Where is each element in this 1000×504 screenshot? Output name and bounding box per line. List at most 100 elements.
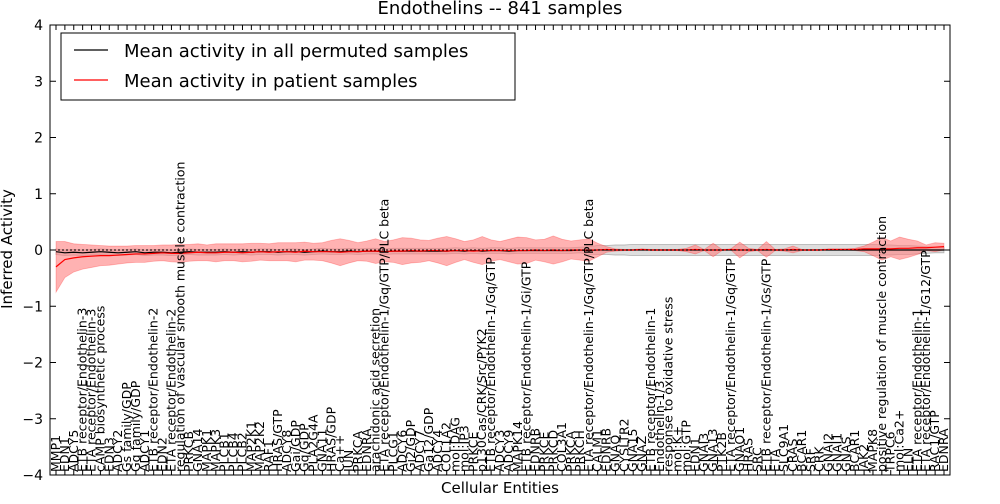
x-tick-label: ETA receptor/Endothelin-1/Gq/GTP/PLC bet… bbox=[377, 199, 392, 472]
x-tick-label: GNA14 bbox=[190, 428, 205, 472]
x-tick-label: RAF1 bbox=[261, 440, 276, 472]
x-tick-label: ETA receptor/Endothelin-1/G12/GTP bbox=[918, 250, 933, 472]
x-tick-label: SLC9A1 bbox=[776, 424, 791, 472]
x-tick-label: ETA receptor/Endothelin-2 bbox=[163, 309, 178, 472]
legend-label-permuted: Mean activity in all permuted samples bbox=[124, 41, 468, 62]
chart-title: Endothelins -- 841 samples bbox=[378, 0, 623, 19]
x-tick-label: EDNRA bbox=[359, 428, 374, 472]
x-tick-label: Gai/GDP bbox=[288, 420, 303, 472]
x-tick-label: PRKCD bbox=[545, 430, 560, 472]
x-tick-label: JAK2 bbox=[856, 444, 871, 473]
x-tick-label: MAP2K2 bbox=[252, 421, 267, 472]
x-tick-label: mol:Ca2+ bbox=[892, 410, 907, 472]
x-tick-label: PLCB1 bbox=[217, 432, 232, 472]
x-tick-label: ETA receptor/Endothelin-1 bbox=[909, 309, 924, 472]
x-tick-label: Ca++ bbox=[332, 435, 347, 472]
x-tick-label: HRAS/GDP bbox=[323, 406, 338, 472]
x-tick-label: p130Cas/CRK/Src/PYK2 bbox=[474, 328, 489, 472]
x-tick-label: EDN2 bbox=[155, 437, 170, 472]
x-tick-label: ADCY1 bbox=[137, 430, 152, 472]
y-axis-label: Inferred Activity bbox=[0, 189, 16, 309]
x-tick-label: COL3A1 bbox=[554, 422, 569, 472]
x-tick-label: mol:DAG bbox=[448, 417, 463, 472]
x-tick-label: PRKCA bbox=[350, 431, 365, 472]
x-tick-label: EDN1 bbox=[57, 437, 72, 472]
x-tick-label: ETB receptor/Endothelin-1/Gs/GTP bbox=[758, 258, 773, 472]
x-tick-label: RAC1/GTP bbox=[927, 410, 942, 472]
x-tick-label: ETA receptor/Endothelin-3 bbox=[84, 309, 99, 472]
x-tick-label: ETB receptor/Endothelin-1/Gi/GTP bbox=[519, 261, 534, 472]
x-tick-label: mol:IP3 bbox=[456, 425, 471, 472]
x-tick-label: MAPK3 bbox=[208, 429, 223, 472]
x-tick-label: ADCY6 bbox=[394, 430, 409, 472]
x-tick-label: ADCY4 bbox=[430, 430, 445, 472]
x-tick-label: PRKCB bbox=[181, 431, 196, 472]
x-tick-label: PLA2G4A bbox=[306, 414, 321, 472]
x-tick-label: GNAI1 bbox=[829, 433, 844, 472]
x-tick-label: Gs family/GDP bbox=[119, 382, 134, 472]
x-tick-label: EDNRB bbox=[599, 428, 614, 472]
x-tick-label: GNAQ bbox=[607, 435, 622, 472]
x-tick-label: Gi2/GDP bbox=[403, 419, 418, 472]
y-tick-label: −4 bbox=[22, 468, 43, 484]
x-tick-label: JUN bbox=[341, 450, 356, 473]
legend-label-patient: Mean activity in patient samples bbox=[124, 71, 418, 92]
x-tick-label: CRK bbox=[812, 446, 827, 472]
x-tick-label: PRKCA bbox=[563, 431, 578, 472]
x-tick-label: ADCY7 bbox=[412, 430, 427, 472]
x-tick-label: Gq family/GDP bbox=[128, 380, 143, 472]
x-tick-label: MAPK14 bbox=[510, 421, 525, 472]
x-tick-label: arachidonic acid secretion bbox=[368, 308, 383, 472]
x-tick-label: TRPC6 bbox=[883, 431, 898, 473]
x-tick-label: MAPK1 bbox=[199, 429, 214, 472]
x-tick-label: EDNRA bbox=[936, 428, 951, 472]
y-tick-label: −3 bbox=[22, 412, 43, 428]
x-tick-label: Ga12/GDP bbox=[421, 407, 436, 472]
y-tick-label: 0 bbox=[34, 243, 43, 259]
x-tick-label: ADCY2 bbox=[110, 430, 125, 472]
x-tick-label: GNAI2 bbox=[821, 433, 836, 472]
y-tick-label: −1 bbox=[22, 299, 43, 315]
y-axis: −4 −3 −2 −1 0 1 2 3 4 bbox=[22, 18, 950, 484]
x-tick-label: GNAO1 bbox=[732, 427, 747, 472]
x-tick-label: PLCB4 bbox=[226, 432, 241, 472]
x-tick-label: GNA11 bbox=[314, 429, 329, 473]
x-tick-label: ETB receptor/Endothelin-1/Gq/GTP bbox=[483, 257, 498, 472]
x-tick-label: ETA receptor/Endothelin-1/Gq/GTP bbox=[723, 258, 738, 472]
x-tick-label: ETB receptor/Endothelin-3 bbox=[75, 308, 90, 472]
x-tick-label: ETA receptor/Endothelin-1/Gq/GTP/PLC bet… bbox=[581, 199, 596, 472]
x-tick-label: BCAR1 bbox=[794, 430, 809, 472]
x-tick-label: CALM1 bbox=[590, 429, 605, 472]
legend-box bbox=[60, 32, 516, 101]
x-tick-label: Gq/GDP bbox=[297, 423, 312, 472]
x-tick-label: positive regulation of muscle contractio… bbox=[874, 216, 889, 472]
x-tick-label: ETA bbox=[767, 448, 782, 472]
x-tick-label: COL1A2 bbox=[439, 422, 454, 472]
x-tick-label: PRKCH bbox=[572, 430, 587, 472]
x-tick-label: PLCB2 bbox=[234, 432, 249, 472]
x-tick-label: cAMP biosynthetic process bbox=[92, 306, 107, 472]
x-tick-label: BCAR1 bbox=[847, 430, 862, 472]
x-tick-label: regulation of vascular smooth muscle con… bbox=[172, 162, 187, 472]
x-tick-label: Endothelin-1/3 bbox=[652, 381, 667, 472]
x-tick-label: ADCY8 bbox=[279, 430, 294, 472]
x-tick-label: ADCY3 bbox=[492, 430, 507, 472]
x-tick-label: MAP2K1 bbox=[243, 421, 258, 472]
x-tick-label: CRAS bbox=[785, 439, 800, 472]
x-tick-label: SRC bbox=[750, 447, 765, 472]
x-tick-label: GNAI3 bbox=[696, 433, 711, 472]
x-tick-label: SRF bbox=[803, 448, 818, 472]
x-tick-label: PLCG1 bbox=[385, 431, 400, 472]
x-tick-label: mol:GTP bbox=[678, 420, 693, 472]
x-tick-label: ETB receptor/Endothelin-2 bbox=[146, 308, 161, 472]
x-tick-label: ETB receptor/Endothelin-1 bbox=[643, 308, 658, 472]
x-tick-label: ELN bbox=[900, 448, 915, 472]
x-tick-label: PRKCE bbox=[536, 432, 551, 472]
y-tick-label: 4 bbox=[34, 18, 43, 34]
y-tick-label: 1 bbox=[34, 187, 43, 203]
x-tick-label: EDN3 bbox=[101, 437, 116, 472]
x-tick-label: PTK2B bbox=[714, 432, 729, 472]
